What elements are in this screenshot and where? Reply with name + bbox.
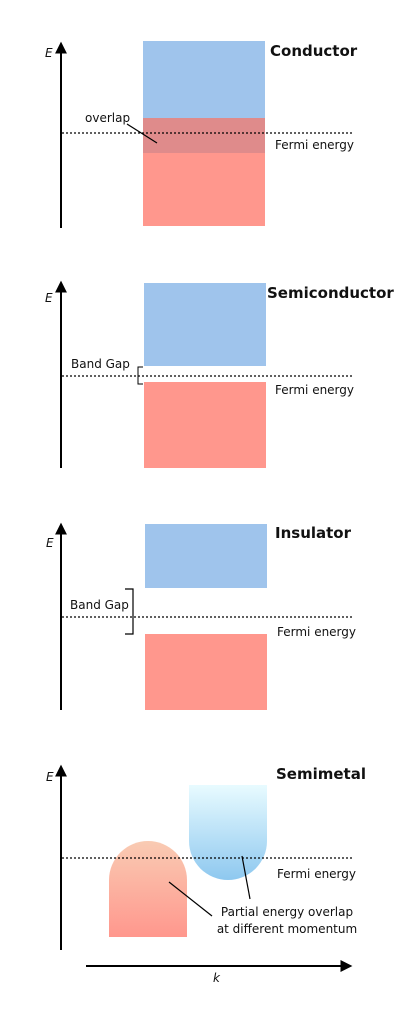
insulator-panel: E Insulator Band Gap Fermi energy	[46, 522, 356, 710]
semiconductor-title: Semiconductor	[267, 284, 394, 302]
semimetal-overlap-note-line1: Partial energy overlap	[221, 905, 353, 919]
semimetal-momentum-axis-label: k	[213, 971, 221, 985]
semimetal-conduction-band	[189, 785, 267, 880]
semimetal-energy-axis-label: E	[46, 770, 54, 784]
conductor-panel: E Conductor overlap Fermi energy	[45, 41, 358, 228]
insulator-title: Insulator	[275, 524, 352, 542]
conductor-overlap-pointer	[126, 123, 158, 144]
conductor-overlap-region	[143, 118, 265, 153]
insulator-gap-label: Band Gap	[70, 598, 129, 612]
insulator-gap-bracket	[125, 588, 134, 635]
semimetal-panel: E k Semimetal Fermi energy Partial energ…	[46, 764, 366, 985]
semiconductor-conduction-band	[144, 283, 266, 366]
semiconductor-fermi-label: Fermi energy	[275, 383, 354, 397]
semiconductor-gap-bracket	[137, 366, 143, 385]
semiconductor-valence-band	[144, 382, 266, 468]
semiconductor-panel: E Semiconductor Band Gap Fermi energy	[45, 280, 394, 468]
semimetal-overlap-note-line2: at different momentum	[217, 922, 357, 936]
semimetal-valence-band	[109, 841, 187, 937]
conductor-title: Conductor	[270, 42, 358, 60]
insulator-fermi-label: Fermi energy	[277, 625, 356, 639]
semimetal-fermi-label: Fermi energy	[277, 867, 356, 881]
semimetal-overlap-pointer-right	[241, 855, 251, 900]
insulator-valence-band	[145, 634, 267, 710]
semiconductor-energy-axis-label: E	[45, 291, 53, 305]
conductor-valence-band	[143, 153, 265, 226]
semiconductor-gap-label: Band Gap	[71, 357, 130, 371]
insulator-energy-axis-label: E	[46, 536, 54, 550]
insulator-conduction-band	[145, 524, 267, 588]
conductor-fermi-label: Fermi energy	[275, 138, 354, 152]
conductor-overlap-label: overlap	[85, 111, 130, 125]
semimetal-overlap-pointer-left	[168, 881, 213, 917]
conductor-energy-axis-label: E	[45, 46, 53, 60]
conductor-conduction-band	[143, 41, 265, 118]
semimetal-title: Semimetal	[276, 765, 366, 783]
